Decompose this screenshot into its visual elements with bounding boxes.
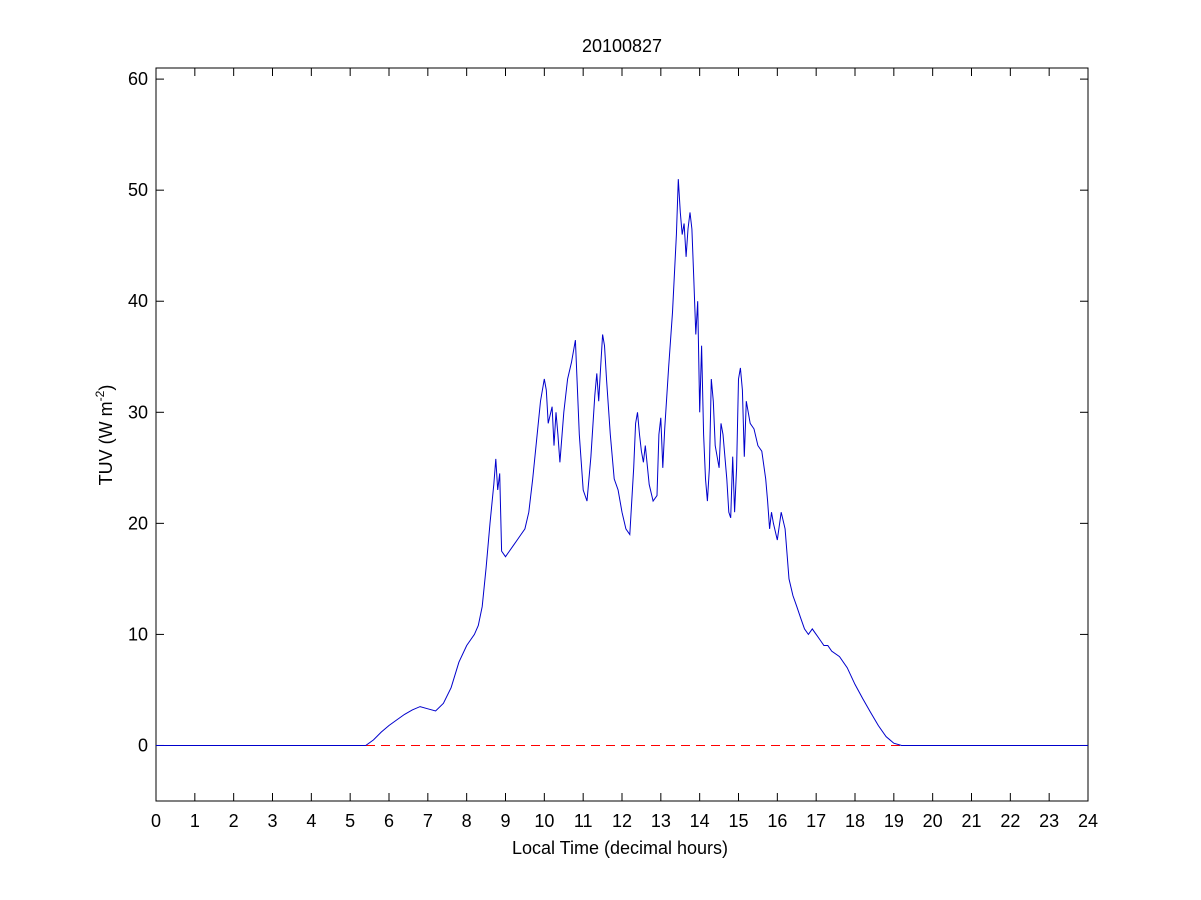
- y-tick-label: 0: [138, 735, 148, 755]
- y-axis-label: TUV (W m-2): [93, 385, 116, 486]
- x-axis-label: Local Time (decimal hours): [512, 838, 728, 858]
- x-tick-label: 20: [923, 811, 943, 831]
- x-tick-label: 18: [845, 811, 865, 831]
- x-tick-label: 14: [690, 811, 710, 831]
- x-tick-label: 15: [728, 811, 748, 831]
- x-tick-label: 23: [1039, 811, 1059, 831]
- x-tick-label: 12: [612, 811, 632, 831]
- x-tick-label: 6: [384, 811, 394, 831]
- x-tick-label: 1: [190, 811, 200, 831]
- x-tick-label: 9: [500, 811, 510, 831]
- x-tick-label: 7: [423, 811, 433, 831]
- x-tick-label: 8: [462, 811, 472, 831]
- y-tick-label: 60: [128, 69, 148, 89]
- x-tick-label: 4: [306, 811, 316, 831]
- x-tick-label: 22: [1000, 811, 1020, 831]
- x-tick-label: 10: [534, 811, 554, 831]
- x-tick-label: 11: [574, 811, 593, 831]
- y-tick-label: 50: [128, 180, 148, 200]
- y-axis-label-main: TUV (W m: [96, 401, 116, 485]
- x-tick-label: 13: [651, 811, 671, 831]
- x-tick-label: 0: [151, 811, 161, 831]
- y-tick-label: 10: [128, 624, 148, 644]
- chart-title: 20100827: [582, 36, 662, 56]
- x-axis: 0 1 2 3 4 5 6 7 8 9 10 11 12 13 14 15 16 17 18 19 20 21 22 23 24: [151, 68, 1098, 831]
- x-tick-label: 24: [1078, 811, 1098, 831]
- y-axis-label-close: ): [96, 385, 116, 391]
- y-tick-label: 30: [128, 402, 148, 422]
- x-tick-label: 16: [767, 811, 787, 831]
- series-line-tuv: [156, 179, 1088, 746]
- plot-area: [155, 67, 1089, 802]
- x-tick-label: 17: [806, 811, 826, 831]
- x-tick-label: 2: [229, 811, 239, 831]
- y-tick-label: 20: [128, 513, 148, 533]
- x-tick-label: 21: [961, 811, 981, 831]
- y-axis: 0 10 20 30 40 50 60: [128, 69, 1088, 755]
- x-tick-label: 5: [345, 811, 355, 831]
- y-axis-label-sup: -2: [93, 390, 107, 401]
- x-tick-label: 3: [267, 811, 277, 831]
- y-tick-label: 40: [128, 291, 148, 311]
- x-tick-label: 19: [884, 811, 904, 831]
